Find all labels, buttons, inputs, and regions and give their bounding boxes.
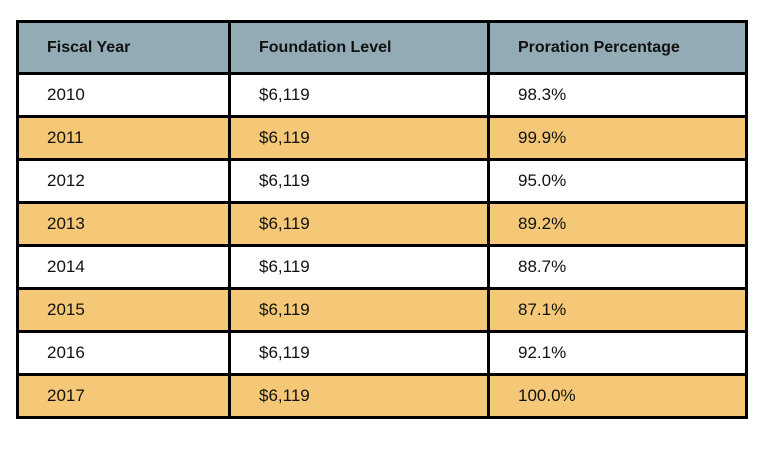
cell-fiscal-year: 2011 <box>16 115 231 161</box>
table-row: 2012 $6,119 95.0% <box>16 158 748 204</box>
cell-foundation-level: $6,119 <box>228 201 490 247</box>
fiscal-year-proration-table: Fiscal Year Foundation Level Proration P… <box>16 20 748 419</box>
table-row: 2013 $6,119 89.2% <box>16 201 748 247</box>
table-body: 2010 $6,119 98.3% 2011 $6,119 99.9% 2012… <box>16 72 748 419</box>
table-row: 2011 $6,119 99.9% <box>16 115 748 161</box>
table-row: 2015 $6,119 87.1% <box>16 287 748 333</box>
cell-fiscal-year: 2016 <box>16 330 231 376</box>
column-header-fiscal-year: Fiscal Year <box>16 20 231 75</box>
table-row: 2010 $6,119 98.3% <box>16 72 748 118</box>
fiscal-year-table-container: Fiscal Year Foundation Level Proration P… <box>16 20 748 419</box>
cell-foundation-level: $6,119 <box>228 115 490 161</box>
cell-foundation-level: $6,119 <box>228 287 490 333</box>
cell-foundation-level: $6,119 <box>228 330 490 376</box>
table-row: 2014 $6,119 88.7% <box>16 244 748 290</box>
cell-proration-percentage: 89.2% <box>487 201 748 247</box>
cell-foundation-level: $6,119 <box>228 72 490 118</box>
column-header-proration-percentage: Proration Percentage <box>487 20 748 75</box>
cell-proration-percentage: 88.7% <box>487 244 748 290</box>
cell-fiscal-year: 2014 <box>16 244 231 290</box>
cell-fiscal-year: 2017 <box>16 373 231 419</box>
cell-foundation-level: $6,119 <box>228 373 490 419</box>
cell-foundation-level: $6,119 <box>228 158 490 204</box>
cell-fiscal-year: 2010 <box>16 72 231 118</box>
table-row: 2017 $6,119 100.0% <box>16 373 748 419</box>
cell-fiscal-year: 2013 <box>16 201 231 247</box>
header-row: Fiscal Year Foundation Level Proration P… <box>16 20 748 75</box>
cell-proration-percentage: 95.0% <box>487 158 748 204</box>
column-header-foundation-level: Foundation Level <box>228 20 490 75</box>
cell-proration-percentage: 87.1% <box>487 287 748 333</box>
cell-proration-percentage: 92.1% <box>487 330 748 376</box>
table-row: 2016 $6,119 92.1% <box>16 330 748 376</box>
table-header: Fiscal Year Foundation Level Proration P… <box>16 20 748 75</box>
cell-proration-percentage: 99.9% <box>487 115 748 161</box>
cell-foundation-level: $6,119 <box>228 244 490 290</box>
cell-proration-percentage: 100.0% <box>487 373 748 419</box>
cell-proration-percentage: 98.3% <box>487 72 748 118</box>
cell-fiscal-year: 2015 <box>16 287 231 333</box>
cell-fiscal-year: 2012 <box>16 158 231 204</box>
